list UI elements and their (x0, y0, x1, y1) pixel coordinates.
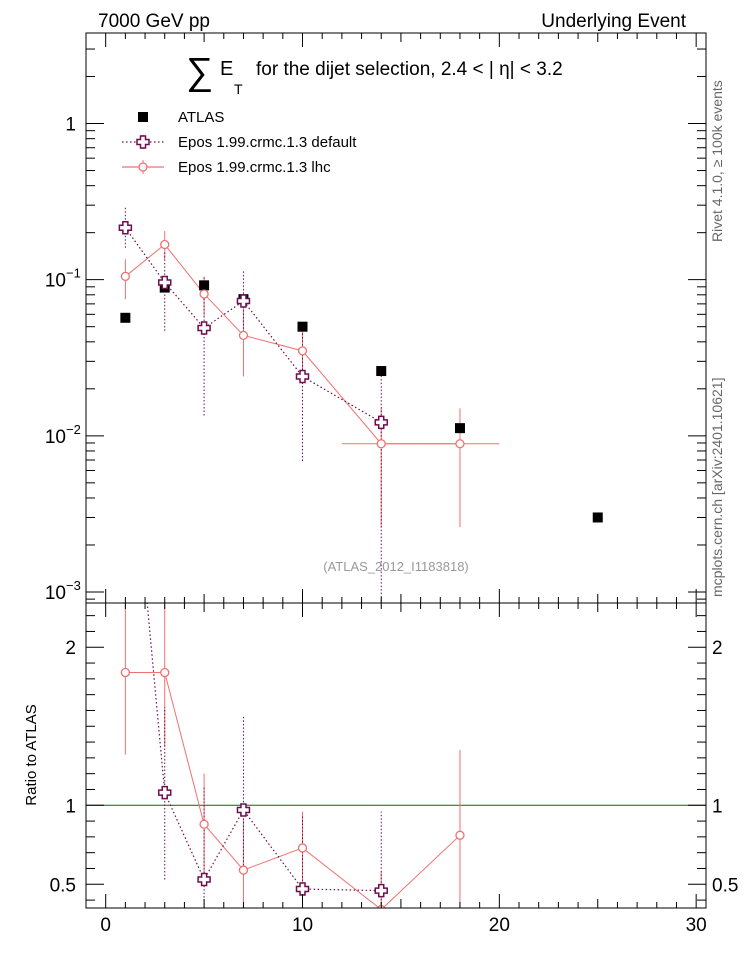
ratio-default-point (197, 872, 211, 887)
header-left: 7000 GeV pp (98, 11, 210, 32)
y-tick-label: 10 (45, 271, 66, 292)
lhc-point (376, 439, 386, 449)
atlas-point (120, 312, 131, 323)
ratio-y-tick-label-right: 2 (712, 638, 723, 659)
lhc-point (160, 239, 170, 250)
title-text: for the dijet selection, 2.4 < | η| < 3.… (256, 59, 563, 80)
ratio-lhc-point (120, 667, 131, 678)
default-point (118, 221, 133, 235)
header-right: Underlying Event (541, 11, 686, 32)
ratio-lhc-point (238, 865, 249, 875)
x-tick-label: 30 (686, 915, 707, 936)
y-tick-label: 10 (45, 427, 66, 448)
ratio-plot-content (86, 362, 706, 908)
legend: ATLAS Epos 1.99.crmc.1.3 default Epos 1.… (122, 109, 357, 176)
y-tick-exponent: −2 (66, 422, 81, 437)
y-tick-exponent: −3 (66, 578, 81, 593)
watermark: (ATLAS_2012_I1183818) (323, 559, 469, 574)
default-point (197, 321, 211, 335)
ratio-default-point (374, 883, 388, 898)
atlas-point (592, 512, 603, 523)
lhc-point (120, 271, 131, 282)
ratio-axis-label: Ratio to ATLAS (23, 704, 40, 805)
rivet-label: Rivet 4.1.0, ≥ 100k events (709, 80, 725, 242)
atlas-point (297, 321, 308, 332)
default-line (124, 227, 382, 423)
legend-label-lhc: Epos 1.99.crmc.1.3 lhc (178, 159, 331, 176)
chart-title: ∑ E T for the dijet selection, 2.4 < | η… (186, 51, 563, 97)
ratio-default-point (119, 362, 131, 374)
ratio-frame (85, 602, 707, 909)
ratio-default-line (146, 603, 382, 892)
legend-label-atlas: ATLAS (178, 109, 224, 126)
legend-marker-atlas (138, 112, 148, 122)
ratio-default-point (236, 803, 251, 817)
ratio-lhc-point (455, 830, 465, 840)
title-sum-symbol: ∑ (186, 51, 213, 93)
ratio-y-tick-label-right: 0.5 (712, 875, 738, 896)
ratio-lhc-line (125, 672, 461, 908)
title-subscript: T (234, 81, 243, 97)
legend-marker-default (136, 135, 150, 149)
lhc-point (238, 330, 249, 341)
main-plot-content (118, 207, 603, 603)
mcplots-label: mcplots.cern.ch [arXiv:2401.10621] (709, 378, 725, 597)
atlas-point (454, 423, 465, 434)
ratio-default-point (295, 882, 310, 896)
x-tick-label: 20 (489, 915, 510, 936)
title-variable: E (220, 58, 233, 80)
default-point (236, 294, 251, 308)
lhc-point (455, 439, 465, 449)
lhc-point (297, 346, 308, 356)
y-tick-exponent: −1 (66, 266, 81, 281)
atlas-point (376, 366, 387, 377)
x-tick-label: 0 (100, 915, 111, 936)
default-point (374, 415, 388, 430)
y-tick-label: 10 (45, 583, 66, 604)
lhc-point (199, 289, 209, 299)
default-point (295, 369, 310, 384)
legend-marker-lhc (138, 162, 148, 172)
ratio-lhc-point (297, 843, 308, 853)
default-point (157, 275, 172, 290)
ratio-series (119, 362, 465, 908)
ratio-y-tick-label: 0.5 (50, 875, 76, 896)
ratio-lhc-point (199, 819, 209, 829)
lhc-line (125, 243, 460, 445)
ratio-lhc-point (160, 667, 170, 678)
ratio-y-tick-label-right: 1 (712, 796, 723, 817)
x-tick-label: 10 (292, 915, 313, 936)
y-tick-label: 1 (65, 115, 76, 136)
ratio-default-point (157, 785, 172, 800)
legend-label-default: Epos 1.99.crmc.1.3 default (178, 134, 357, 151)
atlas-point (199, 280, 210, 291)
ratio-y-tick-label: 2 (65, 638, 76, 659)
ratio-y-tick-label: 1 (65, 796, 76, 817)
